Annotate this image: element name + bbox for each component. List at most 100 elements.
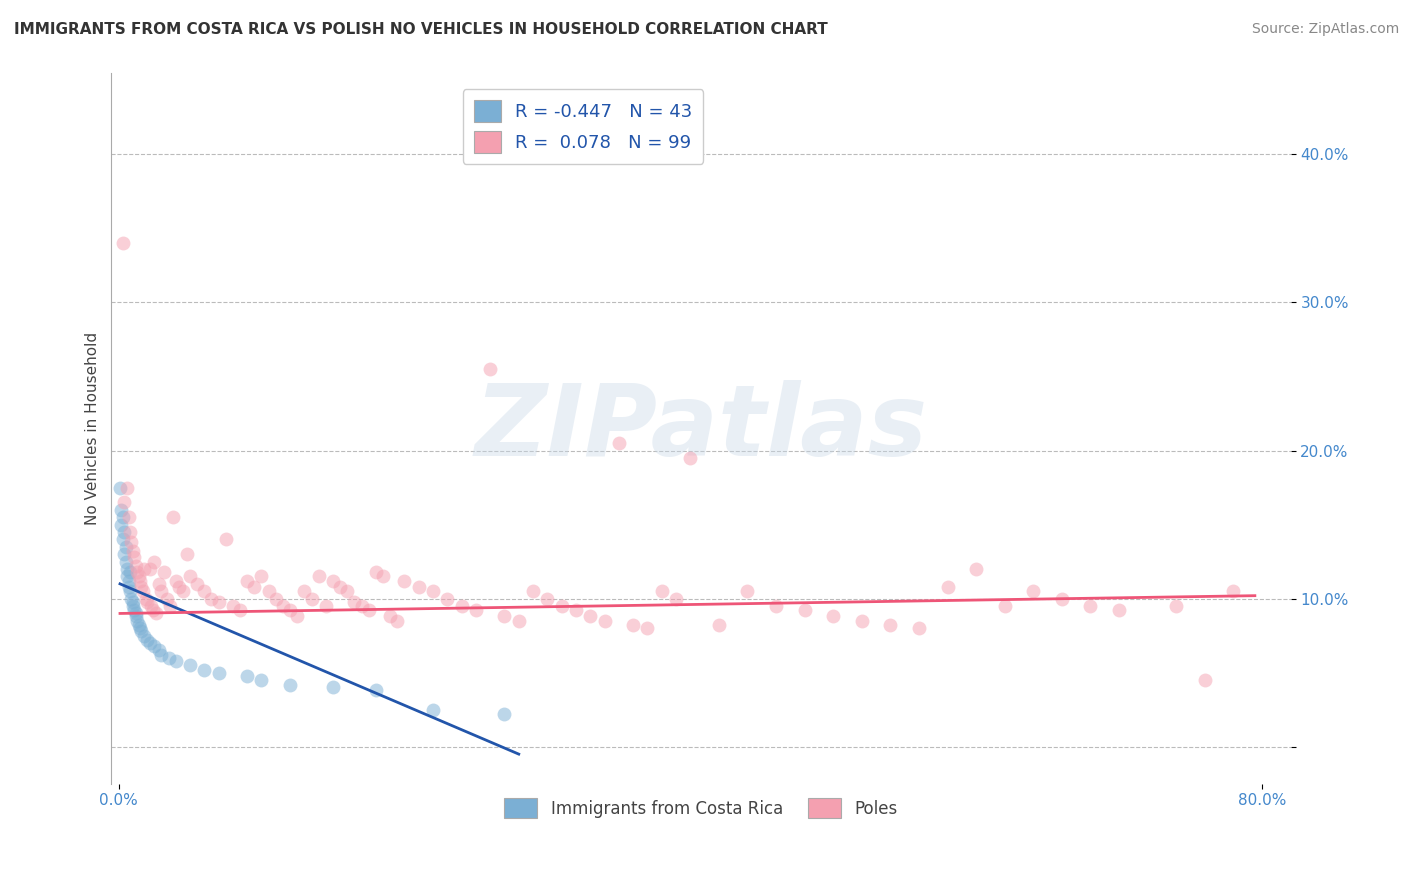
Point [271, 599, 294, 613]
Point [278, 677, 301, 691]
Point [301, 591, 323, 606]
Y-axis label: No Vehicles in Household: No Vehicles in Household [86, 332, 100, 524]
Point [114, 540, 136, 554]
Point [607, 436, 630, 450]
Point [128, 618, 150, 632]
Point [292, 584, 315, 599]
Point [131, 624, 153, 639]
Point [157, 651, 180, 665]
Point [125, 609, 148, 624]
Point [125, 607, 148, 621]
Point [139, 562, 162, 576]
Point [162, 510, 184, 524]
Point [665, 591, 688, 606]
Point [621, 618, 644, 632]
Point [278, 603, 301, 617]
Point [422, 584, 444, 599]
Point [115, 481, 138, 495]
Point [165, 654, 187, 668]
Point [579, 609, 602, 624]
Point [250, 673, 273, 687]
Point [118, 584, 141, 599]
Point [111, 533, 134, 547]
Point [215, 533, 238, 547]
Point [343, 594, 366, 608]
Point [593, 614, 616, 628]
Point [179, 569, 201, 583]
Point [378, 609, 401, 624]
Point [124, 550, 146, 565]
Point [143, 639, 166, 653]
Point [494, 707, 516, 722]
Point [111, 510, 134, 524]
Point [285, 609, 308, 624]
Point [793, 603, 815, 617]
Point [522, 584, 544, 599]
Point [436, 591, 458, 606]
Point [176, 547, 198, 561]
Point [141, 599, 163, 613]
Point [422, 703, 444, 717]
Point [156, 591, 179, 606]
Point [127, 565, 149, 579]
Point [1022, 584, 1045, 599]
Point [134, 629, 156, 643]
Point [350, 599, 373, 613]
Point [200, 591, 222, 606]
Point [121, 599, 143, 613]
Point [132, 584, 155, 599]
Point [165, 574, 187, 588]
Point [550, 599, 572, 613]
Point [322, 574, 344, 588]
Point [143, 555, 166, 569]
Point [1166, 599, 1188, 613]
Point [908, 621, 931, 635]
Point [117, 510, 139, 524]
Point [707, 618, 730, 632]
Point [851, 614, 873, 628]
Text: IMMIGRANTS FROM COSTA RICA VS POLISH NO VEHICLES IN HOUSEHOLD CORRELATION CHART: IMMIGRANTS FROM COSTA RICA VS POLISH NO … [14, 22, 828, 37]
Point [145, 607, 167, 621]
Point [823, 609, 845, 624]
Point [124, 603, 146, 617]
Point [153, 565, 176, 579]
Point [117, 580, 139, 594]
Point [186, 577, 208, 591]
Point [193, 663, 215, 677]
Point [128, 569, 150, 583]
Point [142, 603, 165, 617]
Point [125, 559, 148, 574]
Point [115, 569, 138, 583]
Point [108, 481, 131, 495]
Point [364, 683, 387, 698]
Point [120, 591, 142, 606]
Point [129, 574, 152, 588]
Point [136, 594, 159, 608]
Point [118, 565, 141, 579]
Point [679, 450, 702, 465]
Point [936, 580, 959, 594]
Point [364, 565, 387, 579]
Point [737, 584, 759, 599]
Point [112, 524, 135, 539]
Point [387, 614, 409, 628]
Point [114, 555, 136, 569]
Point [1194, 673, 1216, 687]
Point [494, 609, 516, 624]
Point [879, 618, 901, 632]
Legend: Immigrants from Costa Rica, Poles: Immigrants from Costa Rica, Poles [498, 791, 904, 825]
Point [236, 668, 259, 682]
Point [207, 594, 229, 608]
Point [121, 544, 143, 558]
Point [193, 584, 215, 599]
Point [408, 580, 430, 594]
Point [1222, 584, 1244, 599]
Point [112, 547, 135, 561]
Point [315, 599, 337, 613]
Point [336, 584, 359, 599]
Point [450, 599, 472, 613]
Point [150, 584, 173, 599]
Point [765, 599, 787, 613]
Point [264, 591, 287, 606]
Point [994, 599, 1017, 613]
